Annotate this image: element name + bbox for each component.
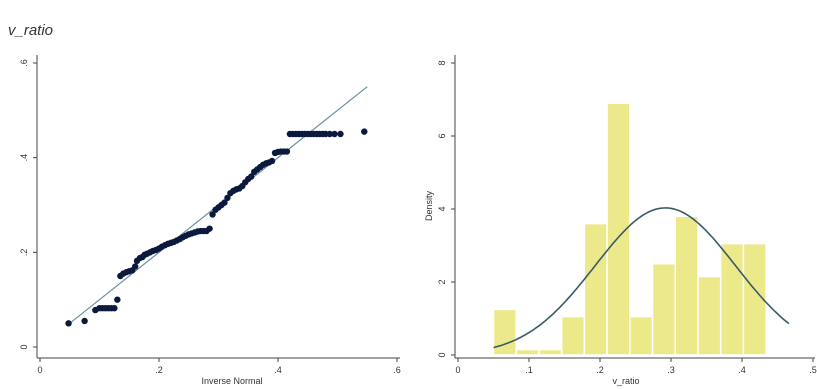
qq-point [326, 130, 333, 138]
hist-bar [742, 242, 767, 356]
qq-x-axis-label: Inverse Normal [201, 376, 262, 386]
page-title: v_ratio [8, 22, 54, 39]
qq-point [65, 320, 72, 327]
qq-point [206, 225, 213, 232]
hist-x-tick-label: .3 [667, 365, 675, 375]
normal-density-curve [493, 207, 790, 349]
hist-bar [674, 215, 699, 356]
hist-y-tick-label: 6 [437, 133, 447, 138]
hist-bar [606, 102, 631, 356]
hist-bar [629, 315, 654, 356]
qq-point [114, 296, 121, 303]
hist-bar [651, 263, 677, 356]
qq-point [224, 194, 231, 202]
qq-y-tick-label: .6 [19, 59, 29, 67]
qq-point [209, 211, 216, 218]
hist-bar [492, 308, 517, 356]
qq-x-ticks: 0 .2 .4 .6 [37, 358, 401, 375]
qq-point [268, 157, 276, 165]
hist-bar [697, 275, 722, 356]
qq-plot-panel: 0 .2 .4 .6 0 .2 .4 .6 Inverse Normal [19, 55, 401, 386]
hist-x-tick-label: .2 [596, 365, 604, 375]
hist-y-ticks: 0 2 4 6 8 [437, 60, 455, 358]
hist-x-tick-label: 0 [455, 365, 460, 375]
hist-x-tick-label: .5 [809, 365, 817, 375]
qq-x-tick-label: .2 [155, 365, 163, 375]
qq-y-tick-label: .4 [19, 154, 29, 162]
hist-bar [560, 315, 586, 356]
hist-bar [515, 348, 540, 356]
qq-point [221, 199, 228, 206]
qq-point [248, 173, 255, 180]
qq-point [283, 148, 291, 155]
hist-bars [492, 102, 767, 356]
qq-x-tick-label: .4 [274, 365, 282, 375]
hist-y-axis-label: Density [424, 190, 434, 221]
qq-point [132, 263, 139, 270]
histogram-panel: 0 .1 .2 .3 .4 .5 0 2 4 6 8 v_ratio Density [424, 55, 817, 386]
qq-point [81, 317, 88, 325]
hist-y-tick-label: 4 [437, 206, 447, 211]
hist-x-tick-label: .4 [738, 365, 746, 375]
hist-x-ticks: 0 .1 .2 .3 .4 .5 [455, 358, 817, 375]
hist-x-tick-label: .1 [525, 365, 533, 375]
hist-bar [583, 222, 608, 356]
hist-y-tick-label: 8 [437, 60, 447, 65]
qq-points [65, 128, 368, 327]
qq-x-tick-label: 0 [37, 365, 42, 375]
hist-x-axis-label: v_ratio [612, 376, 639, 386]
qq-point [111, 304, 118, 312]
hist-y-tick-label: 2 [437, 279, 447, 284]
qq-y-tick-label: 0 [19, 344, 29, 349]
qq-y-ticks: 0 .2 .4 .6 [19, 59, 37, 350]
hist-bar [538, 348, 563, 356]
hist-y-tick-label: 0 [437, 352, 447, 357]
qq-point [361, 128, 368, 135]
qq-x-tick-label: .6 [393, 365, 401, 375]
qq-y-tick-label: .2 [19, 249, 29, 257]
qq-point [331, 130, 338, 138]
qq-point [337, 130, 344, 138]
